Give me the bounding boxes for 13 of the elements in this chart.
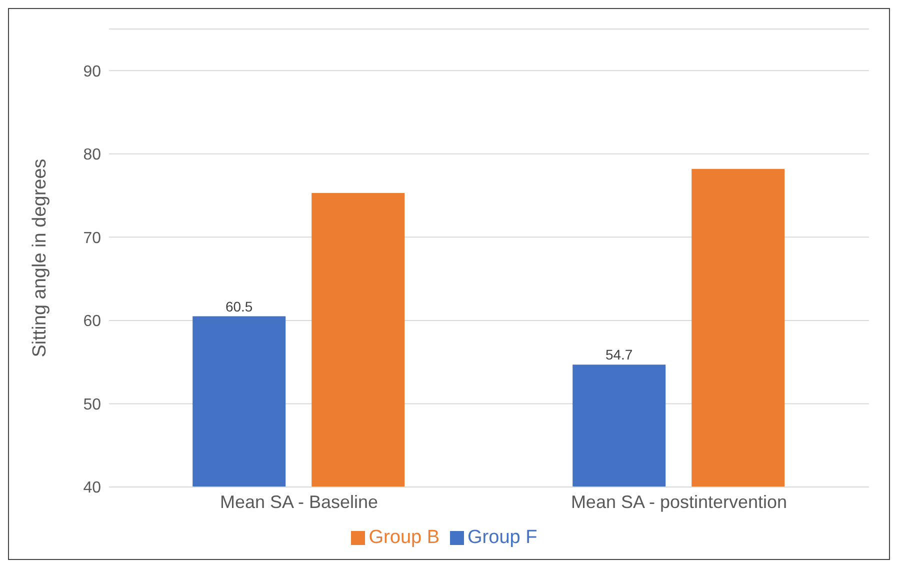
y-tick-label: 80 (83, 146, 102, 164)
y-tick-label: 70 (83, 230, 102, 247)
y-tick-label: 90 (83, 63, 102, 80)
x-tick-label: Mean SA - postintervention (570, 492, 788, 512)
x-tick-label: Mean SA - Baseline (220, 492, 378, 512)
legend-label: Group B (368, 527, 440, 548)
y-tick-label: 50 (83, 396, 102, 414)
data-label: 60.5 (225, 298, 253, 314)
y-tick-label: 60 (83, 313, 102, 330)
legend-label: Group F (468, 527, 538, 548)
data-label: 54.7 (605, 346, 633, 363)
y-axis-title: Sitting angle in degrees (30, 158, 51, 358)
y-tick-label: 40 (83, 480, 102, 497)
